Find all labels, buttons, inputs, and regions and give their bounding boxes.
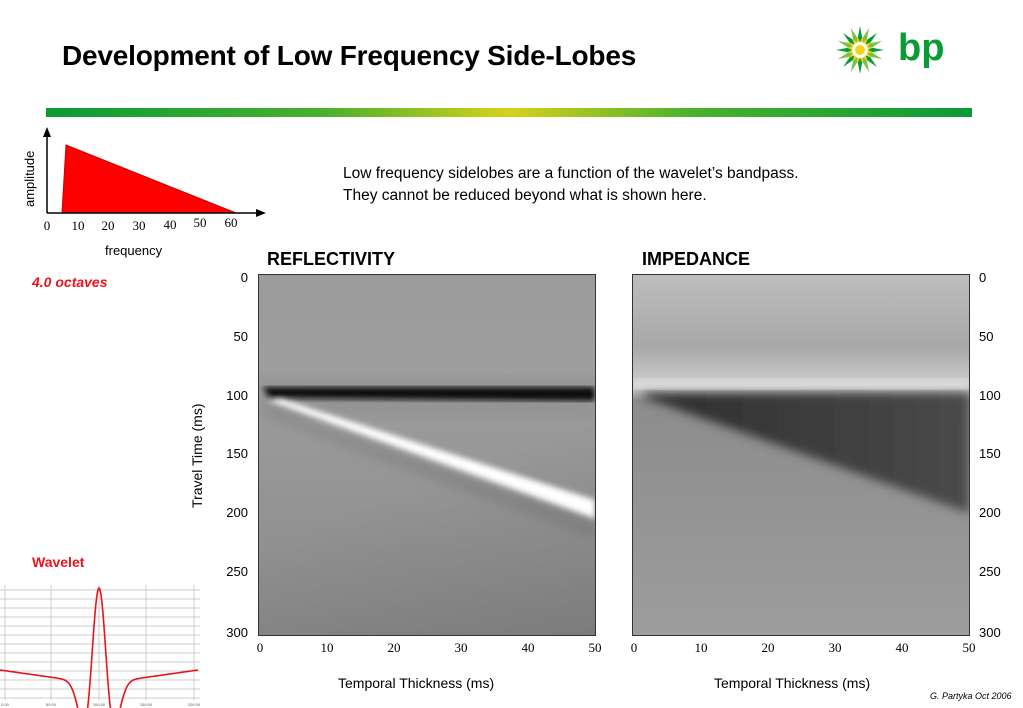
wavelet-curve xyxy=(0,586,199,708)
logo-text: bp xyxy=(898,27,944,69)
right-ytick: 300 xyxy=(979,625,1001,640)
spectrum-xtick: 0 xyxy=(44,218,51,233)
left-ytick: 100 xyxy=(226,388,248,403)
x-arrow xyxy=(256,209,266,217)
wavelet-tick: 50.00 xyxy=(46,702,57,707)
left-ytick: 50 xyxy=(234,329,248,344)
spectrum-xtick: 60 xyxy=(225,215,238,230)
spectrum-xtick: 20 xyxy=(102,218,115,233)
helios-icon: bp xyxy=(836,26,944,74)
y-axis-title: Travel Time (ms) xyxy=(189,404,205,508)
right-ytick: 150 xyxy=(979,446,1001,461)
spectrum-xtick: 10 xyxy=(72,218,85,233)
left-ytick: 150 xyxy=(226,446,248,461)
impedance-panel xyxy=(632,274,970,636)
wavelet-tick: 0.00 xyxy=(1,702,10,707)
credit: G. Partyka Oct 2006 xyxy=(930,691,1012,701)
reflectivity-title: REFLECTIVITY xyxy=(267,249,396,269)
description: Low frequency sidelobes are a function o… xyxy=(343,163,799,207)
wavelet-tick: 150.00 xyxy=(140,702,153,707)
spectrum-ylabel: amplitude xyxy=(22,151,37,207)
spectrum-xtick: 30 xyxy=(133,218,146,233)
reflectivity-xtick: 30 xyxy=(455,640,468,655)
wavelet-label: Wavelet xyxy=(32,554,85,570)
header-stripe xyxy=(46,108,972,117)
wavelet-plot: 0.00 50.00 100.00 150.00 200.00 xyxy=(0,585,201,708)
left-ytick: 0 xyxy=(241,270,248,285)
wavelet-tick: 200.00 xyxy=(188,702,201,707)
reflectivity-xtick: 40 xyxy=(522,640,535,655)
spectrum-xlabel: frequency xyxy=(105,243,163,258)
reflectivity-panel xyxy=(258,274,596,636)
spectrum-chart: amplitude 0 10 20 30 40 50 60 frequency xyxy=(22,127,266,258)
y-arrow xyxy=(43,127,51,137)
spectrum-fill xyxy=(61,144,237,214)
impedance-xtick: 10 xyxy=(695,640,708,655)
spectrum-xtick: 50 xyxy=(194,215,207,230)
reflectivity-xlabel: Temporal Thickness (ms) xyxy=(338,675,494,691)
impedance-title: IMPEDANCE xyxy=(642,249,751,269)
reflectivity-xtick: 20 xyxy=(388,640,401,655)
bp-logo: bp xyxy=(832,22,962,78)
description-line-2: They cannot be reduced beyond what is sh… xyxy=(343,187,707,204)
right-ytick: 250 xyxy=(979,564,1001,579)
spectrum-xtick: 40 xyxy=(164,217,177,232)
slide-title: Development of Low Frequency Side-Lobes xyxy=(62,40,637,71)
reflectivity-xtick: 10 xyxy=(321,640,334,655)
impedance-xtick: 0 xyxy=(631,640,638,655)
right-ytick: 50 xyxy=(979,329,993,344)
impedance-xtick: 40 xyxy=(896,640,909,655)
wavelet-tick: 100.00 xyxy=(93,702,106,707)
impedance-xtick: 20 xyxy=(762,640,775,655)
reflectivity-image xyxy=(259,377,595,537)
impedance-image xyxy=(633,379,969,513)
right-ytick: 200 xyxy=(979,505,1001,520)
reflectivity-xtick: 50 xyxy=(589,640,602,655)
impedance-xtick: 50 xyxy=(963,640,976,655)
left-ytick: 200 xyxy=(226,505,248,520)
right-ytick: 0 xyxy=(979,270,986,285)
left-ytick: 250 xyxy=(226,564,248,579)
octaves-label: 4.0 octaves xyxy=(32,274,108,290)
description-line-1: Low frequency sidelobes are a function o… xyxy=(343,165,799,182)
reflectivity-xtick: 0 xyxy=(257,640,264,655)
right-ytick: 100 xyxy=(979,388,1001,403)
left-ytick: 300 xyxy=(226,625,248,640)
impedance-xtick: 30 xyxy=(829,640,842,655)
impedance-xlabel: Temporal Thickness (ms) xyxy=(714,675,870,691)
